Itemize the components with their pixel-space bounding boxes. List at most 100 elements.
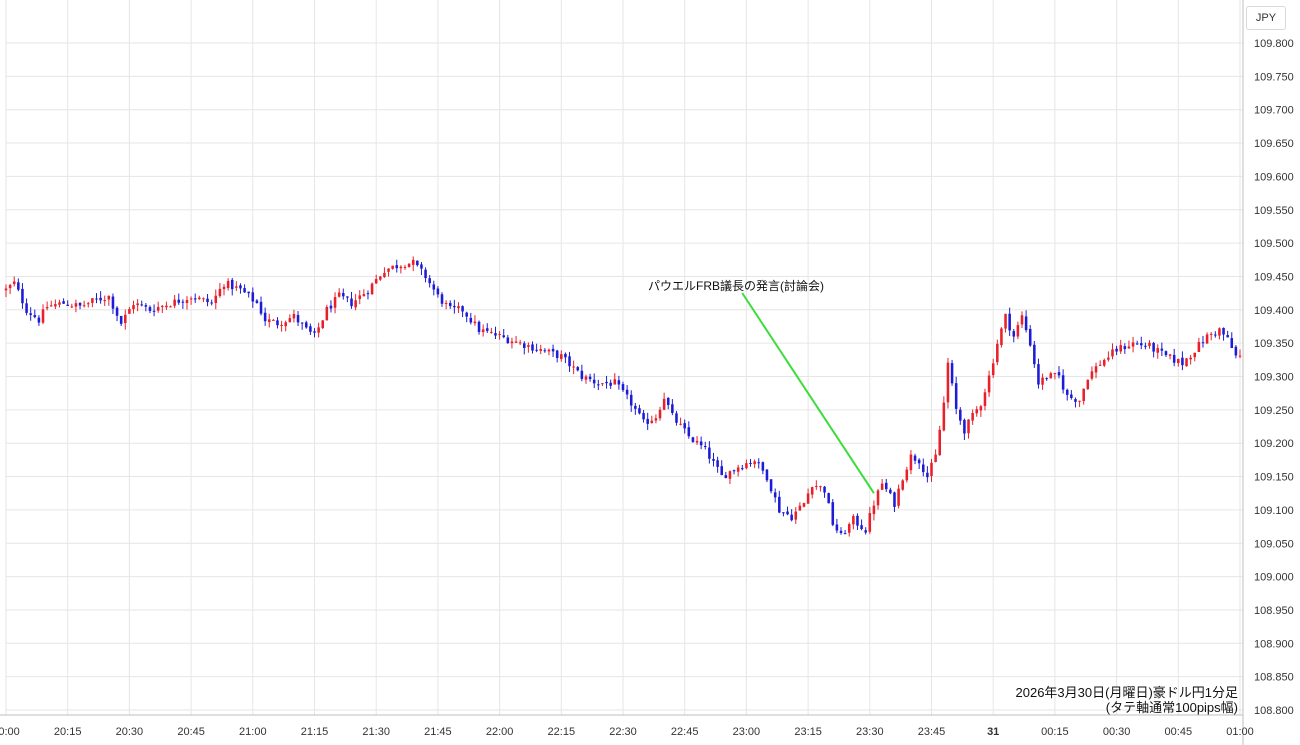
candle-body [198, 297, 201, 300]
candle-body [391, 265, 394, 269]
candle-body [411, 259, 415, 265]
candle-body [510, 341, 514, 344]
candle-body [1057, 372, 1061, 376]
candle-body [49, 305, 53, 307]
candle-body [1140, 343, 1143, 346]
candle-body [609, 382, 612, 386]
candle-body [329, 305, 333, 309]
x-tick-label: 22:15 [548, 726, 576, 738]
candle-body [921, 464, 925, 473]
candle-body [288, 318, 292, 322]
candle-body [148, 307, 152, 311]
x-tick-label: 23:30 [856, 726, 884, 738]
candle-body [1037, 364, 1040, 385]
candle-body [720, 466, 723, 476]
candle-body [963, 419, 966, 434]
candle-body [551, 348, 555, 352]
x-tick-label: 00:30 [1103, 726, 1131, 738]
candle-body [584, 376, 588, 380]
candle-body [453, 305, 456, 308]
candle-body [103, 300, 106, 302]
candle-body [1028, 328, 1032, 346]
candle-body [560, 354, 563, 359]
y-tick-label: 108.800 [1254, 705, 1294, 717]
y-tick-label: 109.500 [1254, 238, 1294, 250]
candle-body [625, 389, 629, 395]
candle-body [1226, 335, 1229, 338]
candle-body [1230, 338, 1234, 349]
candle-body [905, 469, 909, 481]
candle-body [1078, 400, 1081, 402]
candle-body [527, 345, 530, 347]
candle-body [1148, 342, 1151, 346]
candle-body [45, 306, 49, 309]
candle-body [1111, 349, 1114, 357]
y-tick-label: 109.350 [1254, 338, 1294, 350]
candle-body [58, 302, 61, 305]
axis-currency-label[interactable]: JPY [1246, 6, 1286, 30]
candle-body [304, 322, 308, 328]
candle-body [354, 300, 357, 308]
candle-body [383, 272, 386, 278]
candle-body [202, 298, 205, 300]
candle-body [193, 298, 197, 300]
y-tick-label: 109.750 [1254, 71, 1294, 83]
candle-body [82, 305, 86, 307]
candle-body [547, 349, 551, 352]
y-tick-label: 109.600 [1254, 171, 1294, 183]
candle-body [749, 462, 752, 464]
annotation-arrow [741, 292, 875, 494]
candle-body [745, 463, 748, 469]
candle-body [741, 468, 744, 470]
candle-body [695, 440, 699, 443]
x-tick-label: 22:30 [609, 726, 637, 738]
candle-body [296, 315, 300, 323]
candle-body [222, 286, 226, 290]
candle-body [1218, 328, 1221, 336]
candle-body [613, 379, 617, 385]
x-tick-label: 21:45 [424, 726, 452, 738]
candle-body [342, 292, 345, 297]
candle-body [1012, 331, 1016, 337]
y-tick-label: 109.050 [1254, 538, 1294, 550]
candle-body [967, 419, 970, 434]
candle-body [917, 459, 921, 464]
candle-body [99, 297, 102, 301]
candle-body [675, 413, 678, 423]
candle-body [152, 310, 156, 312]
candle-body [1070, 394, 1073, 398]
y-tick-label: 109.250 [1254, 405, 1294, 417]
candle-body [930, 462, 933, 476]
candle-body [1098, 364, 1102, 366]
candle-body [555, 350, 559, 358]
x-tick-label: 01:00 [1226, 726, 1254, 738]
candle-body [1094, 366, 1098, 373]
candle-body [757, 462, 761, 464]
candle-body [428, 278, 431, 284]
x-tick-label: 23:45 [918, 726, 946, 738]
x-tick-label: 31 [987, 726, 999, 738]
candle-body [580, 370, 584, 379]
candle-body [1185, 358, 1188, 367]
candle-body [1119, 345, 1122, 352]
annotation-label: パウエルFRB議長の発言(討論会) [648, 279, 824, 293]
candle-body [926, 472, 929, 478]
candle-body [880, 483, 884, 490]
y-tick-label: 109.550 [1254, 205, 1294, 217]
candle-body [687, 427, 691, 437]
candle-body [309, 326, 312, 332]
candle-body [12, 281, 16, 285]
candle-body [124, 314, 127, 323]
y-tick-label: 109.200 [1254, 438, 1294, 450]
candle-body [144, 305, 148, 307]
candle-body [983, 392, 987, 406]
candle-body [111, 296, 115, 309]
candle-body [790, 514, 793, 521]
candle-body [884, 482, 888, 490]
candle-body [605, 381, 608, 384]
candle-body [934, 454, 937, 463]
candle-body [300, 322, 304, 324]
candle-body [860, 525, 863, 530]
candle-body [432, 284, 436, 290]
candle-body [346, 296, 349, 298]
